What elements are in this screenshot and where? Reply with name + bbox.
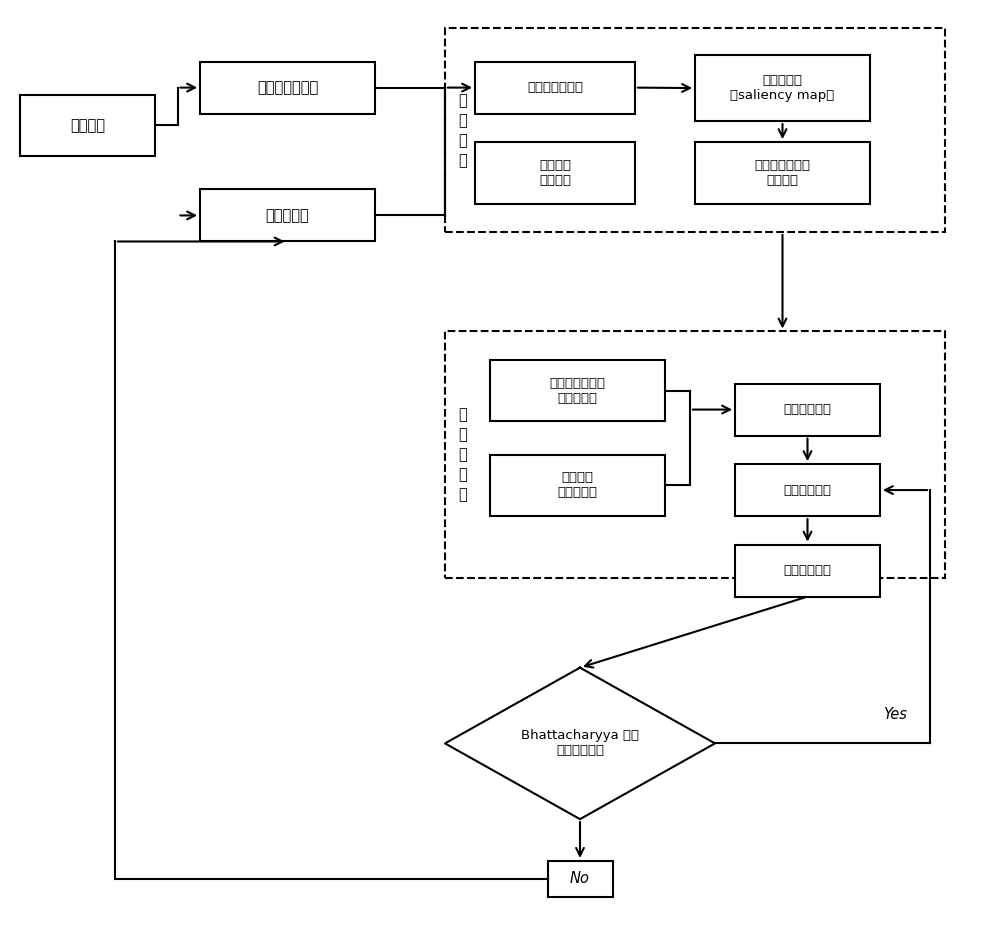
Text: 颜色特征
核直方图: 颜色特征 核直方图 bbox=[539, 159, 571, 187]
Text: 视觉显著性特征
核直方图: 视觉显著性特征 核直方图 bbox=[755, 159, 810, 187]
Bar bbox=[200, 189, 375, 241]
Text: 确定融合权值: 确定融合权值 bbox=[784, 403, 832, 416]
Bar bbox=[735, 545, 880, 597]
Bar bbox=[695, 55, 870, 121]
Text: 视觉显著图
（saliency map）: 视觉显著图 （saliency map） bbox=[730, 74, 835, 102]
Text: 目标转移权值: 目标转移权值 bbox=[784, 484, 832, 496]
Text: 初始化目标模板: 初始化目标模板 bbox=[257, 80, 318, 95]
Text: 视频序列: 视频序列 bbox=[70, 118, 105, 133]
Bar bbox=[475, 142, 635, 204]
Bar bbox=[475, 62, 635, 114]
Bar bbox=[490, 455, 665, 516]
Bar bbox=[445, 28, 945, 232]
Bar bbox=[735, 384, 880, 436]
Text: 特
征
提
取: 特 征 提 取 bbox=[459, 94, 467, 168]
Bar bbox=[735, 464, 880, 516]
Bar bbox=[490, 360, 665, 421]
Text: 读入下一帧: 读入下一帧 bbox=[266, 208, 309, 223]
Text: Bhattacharyya 系数
判断迭代条件: Bhattacharyya 系数 判断迭代条件 bbox=[521, 729, 639, 758]
Bar bbox=[548, 861, 612, 897]
Bar bbox=[20, 95, 155, 156]
Bar bbox=[200, 62, 375, 114]
Text: Yes: Yes bbox=[883, 707, 907, 723]
Text: 自
适
应
加
权: 自 适 应 加 权 bbox=[459, 407, 467, 502]
Text: 颜色特征
相似度系数: 颜色特征 相似度系数 bbox=[558, 472, 598, 499]
Bar bbox=[445, 331, 945, 578]
Text: 目标中心位置: 目标中心位置 bbox=[784, 564, 832, 577]
Text: No: No bbox=[570, 871, 590, 886]
Bar bbox=[695, 142, 870, 204]
Text: 图像四元数模型: 图像四元数模型 bbox=[527, 81, 583, 94]
Text: 视觉显著性特征
相似度系数: 视觉显著性特征 相似度系数 bbox=[550, 377, 606, 404]
